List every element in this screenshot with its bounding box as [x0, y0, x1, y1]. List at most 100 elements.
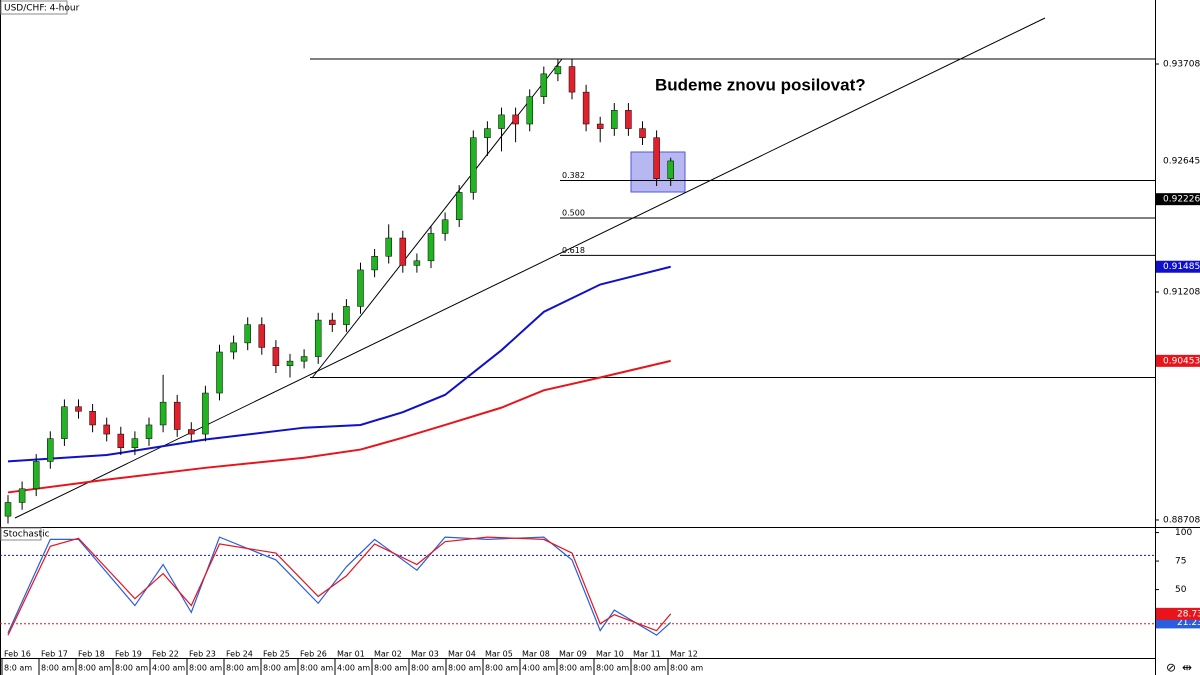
- moving-average: [7, 359, 671, 494]
- x-tick-label: 8:00 am: [78, 664, 111, 673]
- candle-body: [427, 233, 435, 262]
- candle-body: [526, 96, 533, 125]
- x-tick-label: 4:00 am: [337, 664, 370, 673]
- price-marker-label: 0.92226: [1163, 195, 1200, 205]
- trend-line: [311, 58, 563, 379]
- x-tick-label: Mar 09: [559, 650, 587, 659]
- price-marker: [1156, 354, 1200, 367]
- x-tick-label: Feb 17: [41, 650, 68, 659]
- chart-title: USD/CHF: 4-hour: [4, 4, 80, 14]
- x-tick-label: Mar 11: [633, 650, 661, 659]
- trend-line: [14, 17, 1046, 519]
- y-tick-label: 0.88708: [1163, 515, 1200, 525]
- x-tick-label: 8:00 am: [633, 664, 666, 673]
- price-marker: [1156, 193, 1200, 206]
- x-tick-label: 4:00 am: [152, 664, 185, 673]
- candle-body: [470, 137, 477, 193]
- candle-body: [131, 438, 139, 449]
- candle-body: [18, 488, 26, 503]
- annotation: Budeme znovu posilovat?: [655, 75, 866, 94]
- fib-label: 0.382: [562, 171, 585, 180]
- candle-body: [667, 160, 674, 179]
- candle-body: [540, 73, 548, 97]
- moving-average: [7, 265, 671, 463]
- candle-body: [61, 406, 68, 439]
- x-tick-label: Feb 25: [263, 650, 290, 659]
- candle-body: [653, 137, 660, 179]
- x-tick-label: 8:00 am: [448, 664, 481, 673]
- x-tick-label: Feb 22: [152, 650, 179, 659]
- candle-body: [596, 123, 604, 129]
- y-tick-label: 75: [1175, 557, 1186, 567]
- price-marker-label: 0.90453: [1163, 356, 1200, 366]
- candle-body: [329, 319, 336, 325]
- candle-body: [145, 424, 153, 439]
- y-tick-label: 50: [1175, 585, 1187, 595]
- x-tick-label: Mar 05: [485, 650, 513, 659]
- candle-body: [441, 219, 449, 234]
- candle-body: [568, 66, 576, 93]
- stochastic-line: [7, 536, 672, 636]
- candle-body: [117, 433, 125, 449]
- x-tick-label: 8:0 am: [4, 664, 32, 673]
- price-marker-label: 0.92645: [1163, 156, 1200, 166]
- candle-body: [314, 319, 322, 357]
- candle-body: [498, 114, 505, 129]
- x-tick-label: 8:00 am: [263, 664, 296, 673]
- icon[interactable]: ⊘: [1166, 661, 1176, 675]
- x-tick-label: Mar 10: [596, 650, 624, 659]
- candle-body: [244, 324, 251, 344]
- price-marker: [1156, 154, 1200, 167]
- x-tick-label: 8:00 am: [189, 664, 222, 673]
- indicator-title: Stochastic: [3, 530, 50, 540]
- candle-body: [484, 128, 491, 138]
- x-tick-label: 8:00 am: [559, 664, 592, 673]
- candle-body: [343, 306, 350, 325]
- fib-label: 0.618: [562, 246, 585, 255]
- y-tick-label: 100: [1175, 528, 1192, 538]
- candle-body: [32, 461, 40, 490]
- candle-body: [413, 260, 421, 266]
- x-tick-label: Mar 12: [670, 650, 698, 659]
- candle-body: [385, 237, 392, 257]
- candle-body: [639, 128, 646, 138]
- x-tick-label: 8:00 am: [115, 664, 148, 673]
- candle-body: [188, 429, 195, 435]
- x-tick-label: Feb 26: [300, 650, 327, 659]
- x-tick-label: Feb 24: [226, 650, 253, 659]
- candle-body: [89, 411, 96, 426]
- candle-body: [582, 91, 590, 125]
- x-tick-label: Mar 08: [522, 650, 550, 659]
- x-tick-label: 8:00 am: [374, 664, 407, 673]
- value-marker-label: 21.23: [1177, 618, 1200, 628]
- price-marker-label: 0.91485: [1163, 262, 1200, 272]
- y-tick-label: 0.93708: [1163, 60, 1200, 70]
- candle-body: [625, 110, 632, 129]
- x-tick-label: 8:00 am: [485, 664, 518, 673]
- candle-body: [202, 392, 209, 435]
- x-tick-label: 8:00 am: [596, 664, 629, 673]
- candle-body: [103, 424, 110, 435]
- value-marker: [1156, 607, 1200, 620]
- x-tick-label: Feb 16: [4, 650, 31, 659]
- x-tick-label: Mar 02: [374, 650, 402, 659]
- candle-body: [399, 237, 407, 266]
- value-marker-label: 28.73: [1177, 609, 1200, 619]
- x-tick-label: Mar 03: [411, 650, 439, 659]
- candle-body: [173, 401, 181, 430]
- candle-body: [286, 360, 294, 366]
- x-tick-label: 8:00 am: [226, 664, 259, 673]
- candle-body: [75, 406, 82, 412]
- candle-body: [4, 502, 12, 517]
- candle-body: [258, 324, 266, 348]
- candle-body: [554, 66, 562, 75]
- candle-body: [272, 347, 280, 366]
- x-tick-label: Mar 01: [337, 650, 365, 659]
- x-tick-label: 8:00 am: [670, 664, 703, 673]
- x-tick-label: Feb 18: [78, 650, 105, 659]
- icon[interactable]: ⇹: [1182, 661, 1192, 675]
- candle-body: [159, 401, 167, 426]
- candle-body: [455, 192, 463, 221]
- x-tick-label: Mar 04: [448, 650, 476, 659]
